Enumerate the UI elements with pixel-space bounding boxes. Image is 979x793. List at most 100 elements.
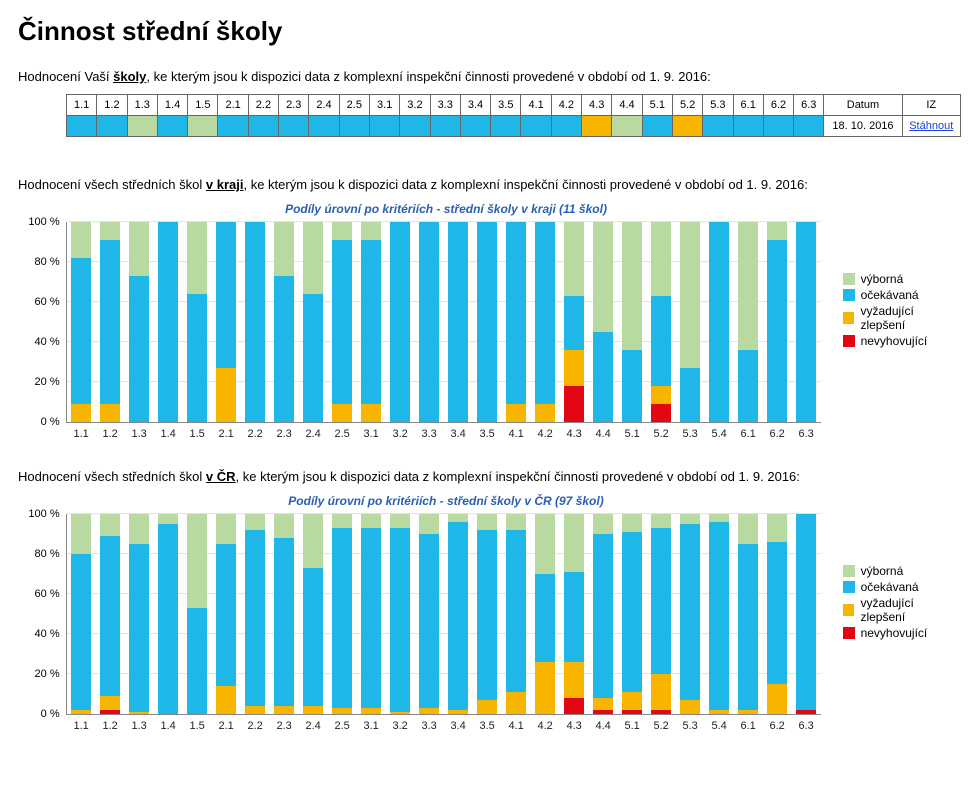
criteria-header: 4.3 [582,95,612,116]
bar [100,514,120,714]
criteria-header: 2.4 [309,95,339,116]
x-label: 3.3 [415,428,444,440]
bar-segment-vyborna [651,514,671,528]
criteria-header: 1.1 [67,95,97,116]
bar-segment-vyzadujici [71,404,91,422]
bar-segment-ocekavana [622,532,642,692]
bar-segment-vyzadujici [274,706,294,714]
y-tick: 100 % [28,508,59,520]
bar-segment-nevyhovujici [622,710,642,714]
bar-segment-vyzadujici [216,686,236,714]
bar-segment-vyborna [245,514,265,530]
bar-segment-vyzadujici [680,700,700,714]
bar [129,222,149,422]
criteria-header: 2.1 [218,95,248,116]
bar-segment-ocekavana [506,222,526,404]
bar-segment-ocekavana [564,296,584,350]
cr-intro: Hodnocení všech středních škol v ČR, ke … [18,469,961,484]
bar-column: 4.2 [531,222,560,422]
criteria-cell [430,116,460,137]
bar-segment-vyzadujici [448,710,468,714]
text-underline: v ČR [206,469,236,484]
chart-kraj-title: Podíly úrovní po kritériích - střední šk… [66,202,826,216]
bar-segment-vyzadujici [535,662,555,714]
bar-segment-vyzadujici [303,706,323,714]
y-tick: 20 % [35,668,60,680]
legend-swatch [843,565,855,577]
x-label: 2.1 [212,428,241,440]
bar-segment-vyzadujici [71,710,91,714]
x-label: 3.5 [473,428,502,440]
download-link[interactable]: Stáhnout [909,120,953,132]
bar-segment-ocekavana [216,222,236,368]
x-label: 5.4 [705,720,734,732]
bar-column: 2.3 [270,222,299,422]
bar-column: 5.4 [705,514,734,714]
x-label: 3.4 [444,428,473,440]
criteria-header: 4.4 [612,95,642,116]
bar [274,514,294,714]
bar-column: 6.3 [792,514,821,714]
bar-column: 3.1 [357,514,386,714]
bar-segment-vyborna [622,222,642,350]
bar-segment-ocekavana [709,222,729,422]
bar-segment-vyborna [216,514,236,544]
criteria-cell [188,116,218,137]
bar [71,514,91,714]
bar-segment-vyborna [535,514,555,574]
bar-segment-ocekavana [303,568,323,706]
y-tick: 0 % [41,416,60,428]
bar-segment-ocekavana [245,530,265,706]
bar-segment-vyborna [738,222,758,350]
bar [390,514,410,714]
criteria-header: 2.2 [248,95,278,116]
criteria-cell [521,116,551,137]
x-label: 2.3 [270,720,299,732]
date-header: Datum [824,95,902,116]
y-tick: 80 % [35,256,60,268]
chart-kraj-yaxis: 0 %20 %40 %60 %80 %100 % [18,222,66,422]
criteria-cell [551,116,581,137]
bar-column: 1.5 [183,514,212,714]
bar [100,222,120,422]
criteria-cell [460,116,490,137]
kraj-intro: Hodnocení všech středních škol v kraji, … [18,177,961,192]
bar [767,514,787,714]
bar-segment-vyzadujici [767,684,787,714]
bar-segment-ocekavana [709,522,729,710]
bar [332,514,352,714]
bar-segment-vyborna [593,514,613,534]
bar-column: 1.2 [96,222,125,422]
bar-segment-ocekavana [593,332,613,422]
bar-segment-ocekavana [767,240,787,422]
bar-segment-ocekavana [448,522,468,710]
y-tick: 40 % [35,628,60,640]
bar-segment-ocekavana [187,608,207,714]
criteria-header: 4.2 [551,95,581,116]
bar-column: 6.2 [763,222,792,422]
bar [303,222,323,422]
bar-segment-vyzadujici [651,386,671,404]
bar-segment-vyzadujici [709,710,729,714]
criteria-cell [339,116,369,137]
bar-segment-nevyhovujici [564,386,584,422]
criteria-header: 1.3 [127,95,157,116]
bar-segment-ocekavana [129,544,149,712]
bar-segment-ocekavana [651,528,671,674]
criteria-cell [612,116,642,137]
bar-segment-vyborna [651,222,671,296]
x-label: 3.2 [386,720,415,732]
bar-segment-vyzadujici [506,692,526,714]
iz-header: IZ [902,95,961,116]
x-label: 1.4 [154,428,183,440]
x-label: 4.4 [589,720,618,732]
bar-segment-ocekavana [332,528,352,708]
chart-kraj-plot: 1.11.21.31.41.52.12.22.32.42.53.13.23.33… [66,222,821,423]
y-tick: 60 % [35,296,60,308]
y-tick: 100 % [28,216,59,228]
legend-item: výborná [843,564,961,578]
chart-cr-title: Podíly úrovní po kritériích - střední šk… [66,494,826,508]
criteria-header: 2.3 [279,95,309,116]
chart-cr: Podíly úrovní po kritériích - střední šk… [18,494,961,715]
bar-segment-vyborna [622,514,642,532]
